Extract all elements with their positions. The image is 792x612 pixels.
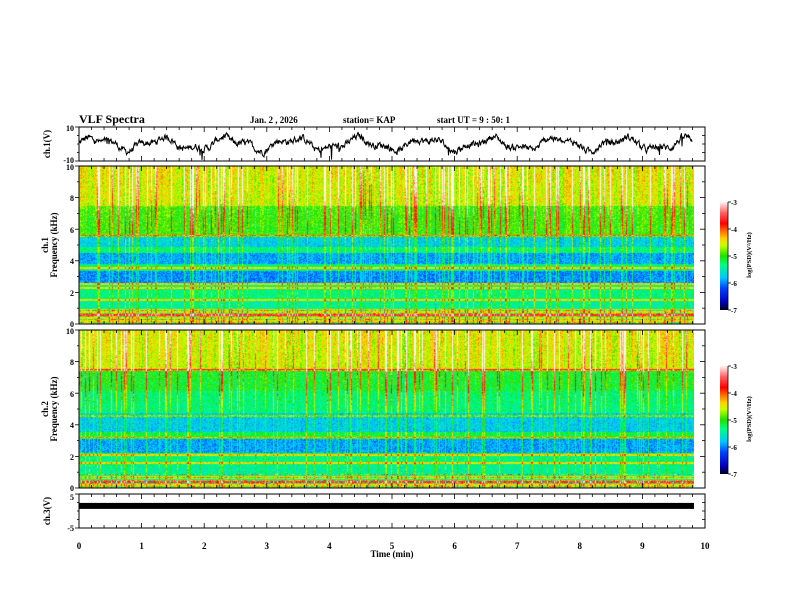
ch1-colorbar-label: log(PSD)(V²/Hz) (746, 232, 753, 278)
ch1-ytick-2: 2 (70, 289, 74, 298)
date-label: Jan. 2 , 2026 (250, 115, 298, 125)
ch3-waveform-frame (78, 493, 706, 529)
ch1-spectrogram-ticks (75, 165, 706, 325)
x-axis-label: Time (min) (370, 549, 413, 559)
xtick-9: 9 (640, 541, 645, 551)
figure-title: VLF Spectra (79, 112, 145, 126)
ch1-cb-tick-m5: -5 (731, 253, 737, 261)
ch3-waveform-trace (79, 502, 694, 509)
ch1-cb-tick-m3: -3 (731, 199, 737, 207)
ch2-cb-tick-m6: -6 (731, 444, 737, 452)
ch1-ytick-0: 0 (70, 320, 74, 329)
ch1-cb-tick-m6: -6 (731, 280, 737, 288)
ch2-cb-tick-m3: -3 (731, 363, 737, 371)
ch2-ylabel-frequency: Frequency (kHz) (49, 376, 59, 441)
ch2-ytick-4: 4 (70, 421, 74, 430)
ch3-ytick-bottom: -5 (67, 524, 74, 533)
x-axis-tick-labels: 0 1 2 3 4 5 6 7 8 9 10 (77, 541, 710, 551)
ch1-spectrogram-ytick-labels: 0 2 4 6 8 10 (66, 163, 74, 329)
start-time-label: start UT = 9 : 50: 1 (437, 115, 510, 125)
xtick-1: 1 (139, 541, 144, 551)
ch1-colorbar (720, 202, 728, 310)
xtick-4: 4 (327, 541, 332, 551)
ch2-ylabel-channel: ch.2 (40, 401, 50, 417)
ch1-cb-tick-m7: -7 (731, 307, 737, 315)
xtick-10: 10 (701, 541, 711, 551)
ch2-cb-tick-m5: -5 (731, 417, 737, 425)
ch2-ytick-8: 8 (70, 358, 74, 367)
ch2-ytick-0: 0 (70, 484, 74, 493)
ch3-ytick-top: 5 (70, 493, 74, 502)
ch2-ytick-10: 10 (66, 327, 74, 336)
ch1-cb-tick-m4: -4 (731, 226, 737, 234)
ch1-waveform-frame (78, 126, 706, 162)
ch1-ytick-bottom: -10 (63, 156, 74, 165)
ch1-ytick-8: 8 (70, 194, 74, 203)
xtick-7: 7 (515, 541, 520, 551)
ch1-ytick-6: 6 (70, 226, 74, 235)
ch1-waveform-ticks (75, 126, 706, 162)
ch2-ytick-6: 6 (70, 390, 74, 399)
ch2-ytick-2: 2 (70, 453, 74, 462)
ch1-ylabel-frequency: Frequency (kHz) (49, 212, 59, 277)
ch3-waveform-ticks (75, 493, 706, 529)
ch1-waveform-ylabel: ch.1(V) (42, 130, 52, 158)
ch1-ytick-top: 10 (66, 124, 74, 133)
xtick-6: 6 (452, 541, 457, 551)
ch2-spectrogram-image-wrap (79, 330, 694, 488)
ch2-colorbar (720, 366, 728, 474)
ch1-waveform-trace (78, 131, 693, 160)
xtick-0: 0 (77, 541, 82, 551)
ch1-spectrogram-image-wrap (79, 166, 694, 324)
ch1-ylabel-channel: ch.1 (40, 237, 50, 253)
xtick-8: 8 (578, 541, 583, 551)
ch1-ytick-10: 10 (66, 163, 74, 172)
ch2-colorbar-ticks (728, 365, 731, 475)
ch3-waveform-ylabel: ch.3(V) (42, 497, 52, 525)
xtick-3: 3 (265, 541, 270, 551)
ch1-spectrogram-heatmap (79, 166, 694, 324)
ch3-waveform-panel: 5 -5 ch.3(V) (42, 493, 706, 533)
xtick-2: 2 (202, 541, 207, 551)
station-label: station= KAP (343, 115, 396, 125)
ch2-colorbar-label: log(PSD)(V²/Hz) (746, 396, 753, 442)
ch2-spectrogram-panel: 0 2 4 6 8 10 ch.2 Frequency (kHz) -3 -4 … (40, 327, 753, 493)
xtick-5: 5 (390, 541, 395, 551)
ch1-colorbar-ticks (728, 201, 731, 311)
ch2-cb-tick-m4: -4 (731, 390, 737, 398)
ch1-spectrogram-panel: 0 2 4 6 8 10 ch.1 Frequency (kHz) (40, 163, 753, 329)
ch1-waveform-panel: 10 -10 ch.1(V) (42, 124, 706, 165)
ch2-spectrogram-ticks (75, 329, 706, 489)
ch2-spectrogram-heatmap (79, 330, 694, 488)
ch2-cb-tick-m7: -7 (731, 471, 737, 479)
ch1-ytick-4: 4 (70, 257, 74, 266)
